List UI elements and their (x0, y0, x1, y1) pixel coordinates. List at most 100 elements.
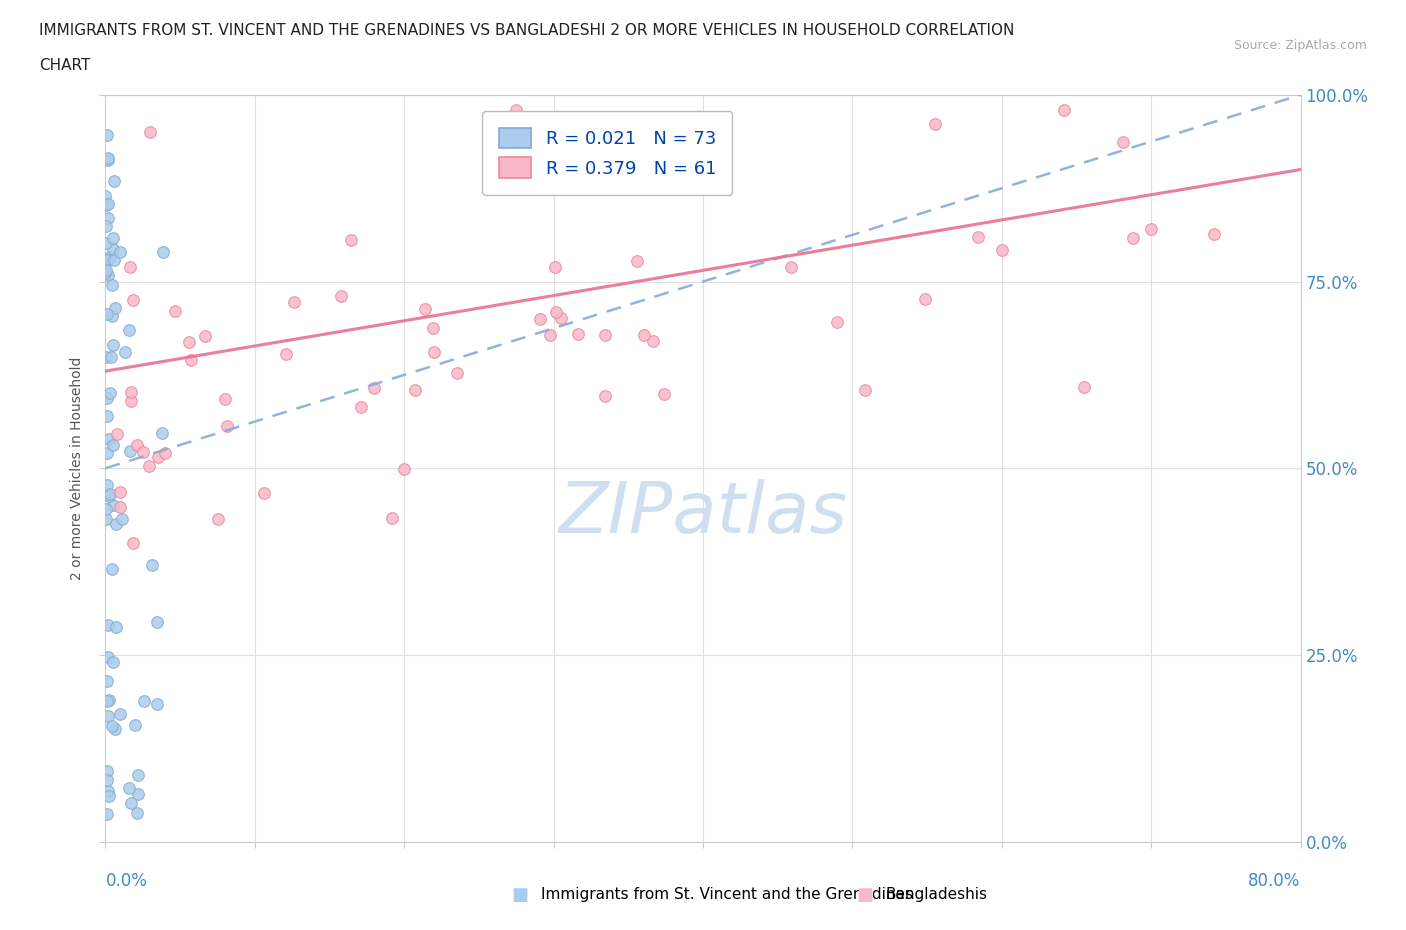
Point (120, 384, 142, 399)
Text: Immigrants from St. Vincent and the Grenadines: Immigrants from St. Vincent and the Gren… (541, 887, 914, 902)
Text: 0.0%: 0.0% (105, 872, 148, 890)
Point (120, 795, 142, 810)
Point (153, 445, 177, 460)
Point (108, 707, 131, 722)
Point (122, 536, 145, 551)
Text: Bangladeshis: Bangladeshis (886, 887, 988, 902)
Point (350, 400, 373, 415)
Point (641, 334, 664, 349)
Point (97, 618, 120, 632)
Point (98, 486, 121, 501)
Point (163, 303, 186, 318)
Point (593, 327, 616, 342)
Point (110, 512, 132, 527)
Point (415, 301, 437, 316)
Point (1140, 222, 1163, 237)
Point (330, 288, 353, 303)
Point (101, 241, 124, 256)
Point (114, 345, 136, 360)
Point (633, 327, 655, 342)
Point (207, 512, 229, 526)
Point (567, 326, 589, 341)
Point (101, 719, 124, 734)
Text: IMMIGRANTS FROM ST. VINCENT AND THE GRENADINES VS BANGLADESHI 2 OR MORE VEHICLES: IMMIGRANTS FROM ST. VINCENT AND THE GREN… (39, 23, 1015, 38)
Point (96, 268, 118, 283)
Point (127, 806, 149, 821)
Point (127, 767, 149, 782)
Point (1112, 134, 1135, 149)
Point (103, 252, 125, 267)
Point (1204, 227, 1226, 242)
Point (96, 764, 118, 778)
Point (825, 314, 848, 329)
Point (97, 151, 120, 166)
Point (94, 235, 117, 250)
Point (194, 329, 217, 344)
Legend: R = 0.021   N = 73, R = 0.379   N = 61: R = 0.021 N = 73, R = 0.379 N = 61 (482, 112, 733, 194)
Point (98, 385, 121, 400)
Point (96, 807, 118, 822)
Point (505, 102, 527, 117)
Point (96, 262, 118, 277)
Text: Source: ZipAtlas.com: Source: ZipAtlas.com (1233, 39, 1367, 52)
Point (446, 365, 468, 380)
Point (118, 780, 141, 795)
Point (96, 673, 118, 688)
Point (990, 243, 1012, 258)
Text: 80.0%: 80.0% (1249, 872, 1301, 890)
Point (110, 499, 132, 514)
Point (96, 252, 118, 267)
Point (96, 773, 118, 788)
Point (146, 697, 169, 711)
Point (538, 327, 561, 342)
Point (392, 461, 415, 476)
Point (122, 293, 145, 308)
Point (101, 561, 124, 576)
Point (103, 174, 125, 189)
Point (101, 309, 124, 324)
Point (127, 437, 149, 452)
Point (1122, 231, 1144, 246)
Point (104, 722, 127, 737)
Point (98, 693, 121, 708)
Point (381, 511, 404, 525)
Point (544, 304, 567, 319)
Point (96, 127, 118, 142)
Point (103, 655, 125, 670)
Point (339, 232, 361, 247)
Point (97, 432, 120, 446)
Point (423, 344, 446, 359)
Point (97, 783, 120, 798)
Point (103, 300, 125, 315)
Point (97, 788, 120, 803)
Point (283, 294, 305, 309)
Point (593, 389, 616, 404)
Point (152, 245, 174, 259)
Point (101, 438, 124, 453)
Point (94, 219, 117, 233)
Point (117, 323, 139, 338)
Point (97, 650, 120, 665)
Point (94, 253, 117, 268)
Point (120, 393, 142, 408)
Point (104, 517, 127, 532)
Point (104, 619, 127, 634)
Point (214, 392, 236, 406)
Point (108, 245, 131, 259)
Text: ZIPatlas: ZIPatlas (558, 479, 848, 548)
Point (180, 352, 202, 367)
Point (139, 125, 162, 140)
Point (626, 254, 648, 269)
Point (132, 694, 155, 709)
Text: CHART: CHART (39, 58, 91, 73)
Point (110, 485, 132, 500)
Point (98, 250, 121, 265)
Point (780, 259, 803, 274)
Point (105, 427, 128, 442)
Point (544, 259, 567, 274)
Point (363, 380, 385, 395)
Point (146, 450, 169, 465)
Point (94, 502, 117, 517)
Point (96, 693, 118, 708)
Point (96, 307, 118, 322)
